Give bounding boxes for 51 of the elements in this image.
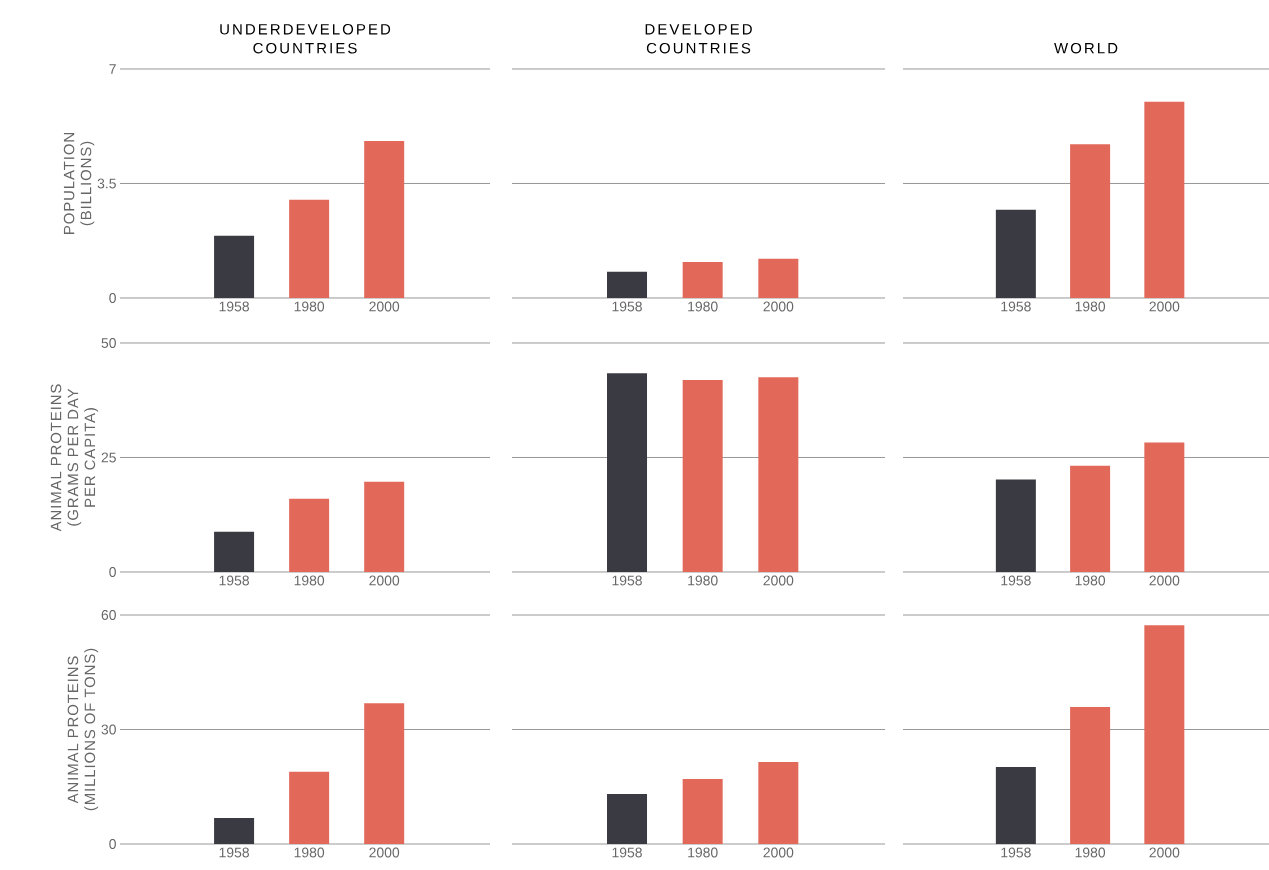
x-tick-label: 1958 — [219, 575, 249, 586]
x-tick-label: 2000 — [763, 847, 794, 858]
y-axis-title: ANIMAL PROTEINS (GRAMS PER DAY PER CAPITA) — [50, 384, 99, 532]
y-tick-label: 3.5 — [97, 178, 116, 189]
y-axis-title: ANIMAL PROTEINS (MILLIONS OF TONS) — [67, 648, 99, 811]
bar — [364, 703, 405, 844]
x-tick-label: 1980 — [294, 575, 325, 586]
x-tick-label: 1980 — [294, 301, 325, 312]
x-tick-label: 1958 — [1001, 575, 1031, 586]
x-tick-label: 1980 — [688, 847, 718, 858]
chart-title: UNDERDEVELOPED COUNTRIES — [220, 23, 391, 54]
y-tick-label: 50 — [101, 338, 116, 348]
x-tick-label: 1958 — [612, 575, 642, 586]
x-tick-label: 1958 — [612, 847, 642, 858]
bar — [289, 498, 330, 572]
chart-title: WORLD — [1054, 42, 1118, 54]
x-tick-label: 1980 — [1075, 575, 1106, 586]
x-tick-label: 1980 — [294, 847, 325, 858]
bar — [364, 481, 405, 572]
x-tick-label: 2000 — [369, 575, 400, 586]
bar — [214, 531, 255, 572]
x-tick-label: 1958 — [612, 301, 642, 312]
bar — [214, 235, 255, 298]
y-tick-label: 0 — [109, 293, 116, 303]
x-tick-label: 1980 — [1075, 301, 1106, 312]
x-tick-label: 1958 — [1001, 301, 1031, 312]
x-tick-label: 2000 — [369, 847, 400, 858]
y-tick-label: 25 — [101, 452, 116, 463]
bar — [364, 140, 405, 298]
chart-title: DEVELOPED COUNTRIES — [645, 23, 752, 54]
y-tick-label: 0 — [109, 567, 116, 577]
x-tick-label: 1958 — [219, 301, 249, 312]
x-tick-label: 2000 — [1149, 301, 1180, 312]
x-tick-label: 2000 — [763, 301, 794, 312]
x-tick-label: 1958 — [1001, 847, 1031, 858]
y-axis-title: POPULATION (BILLIONS) — [63, 133, 95, 234]
y-tick-label: 7 — [109, 64, 116, 74]
bar — [214, 818, 255, 844]
x-tick-label: 1958 — [219, 847, 249, 858]
x-tick-label: 2000 — [763, 575, 794, 586]
x-tick-label: 2000 — [1149, 575, 1180, 586]
x-tick-label: 1980 — [1075, 847, 1106, 858]
x-tick-label: 2000 — [369, 301, 400, 312]
bar — [289, 771, 330, 844]
x-tick-label: 1980 — [688, 301, 718, 312]
x-tick-label: 2000 — [1149, 847, 1180, 858]
y-tick-label: 30 — [101, 724, 116, 735]
bar — [289, 199, 330, 298]
x-tick-label: 1980 — [688, 575, 718, 586]
y-tick-label: 0 — [109, 839, 116, 849]
y-tick-label: 60 — [101, 610, 116, 620]
